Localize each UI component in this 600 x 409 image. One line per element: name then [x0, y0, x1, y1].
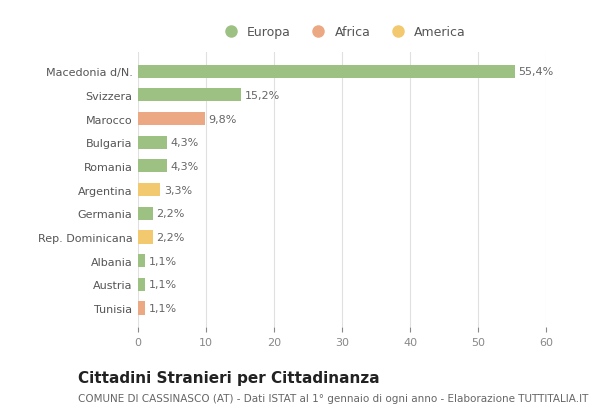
Bar	[138, 65, 515, 79]
Legend: Europa, Africa, America: Europa, Africa, America	[213, 21, 471, 44]
Text: 4,3%: 4,3%	[170, 162, 199, 171]
Text: 2,2%: 2,2%	[157, 209, 185, 219]
Text: 15,2%: 15,2%	[245, 91, 280, 101]
Text: Cittadini Stranieri per Cittadinanza: Cittadini Stranieri per Cittadinanza	[78, 370, 380, 385]
Bar	[138, 184, 160, 197]
Text: COMUNE DI CASSINASCO (AT) - Dati ISTAT al 1° gennaio di ogni anno - Elaborazione: COMUNE DI CASSINASCO (AT) - Dati ISTAT a…	[78, 393, 589, 402]
Text: 9,8%: 9,8%	[208, 115, 236, 124]
Text: 55,4%: 55,4%	[518, 67, 553, 77]
Bar	[138, 302, 145, 315]
Text: 2,2%: 2,2%	[157, 232, 185, 243]
Bar	[138, 278, 145, 291]
Bar	[138, 137, 167, 149]
Bar	[138, 89, 241, 102]
Bar	[138, 113, 205, 126]
Bar	[138, 231, 153, 244]
Text: 1,1%: 1,1%	[149, 256, 177, 266]
Bar	[138, 207, 153, 220]
Text: 1,1%: 1,1%	[149, 280, 177, 290]
Text: 3,3%: 3,3%	[164, 185, 192, 195]
Bar	[138, 254, 145, 267]
Text: 4,3%: 4,3%	[170, 138, 199, 148]
Text: 1,1%: 1,1%	[149, 303, 177, 313]
Bar	[138, 160, 167, 173]
